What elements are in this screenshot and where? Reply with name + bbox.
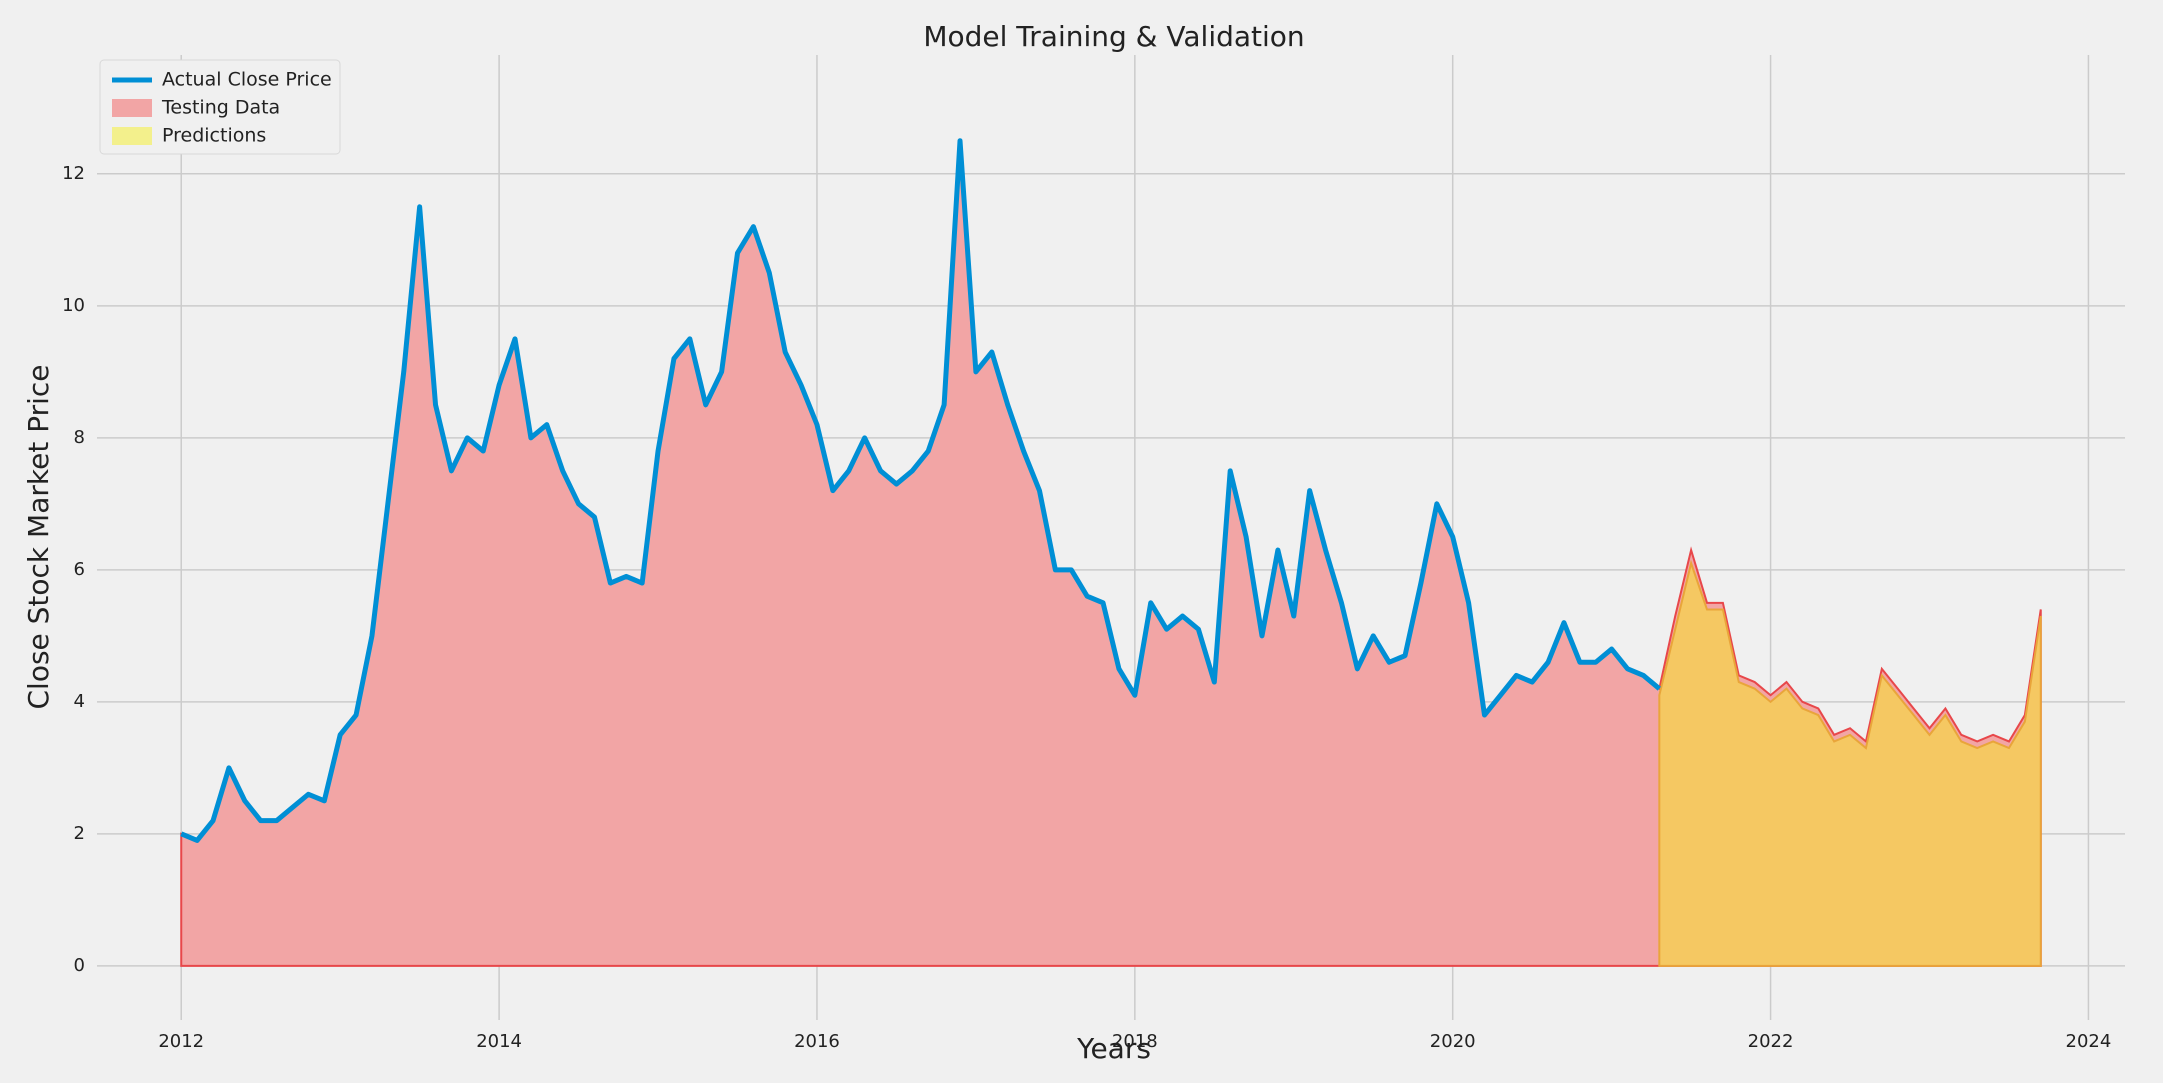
area xyxy=(1658,559,2042,967)
chart-title: Model Training & Validation xyxy=(923,20,1304,53)
legend: Actual Close Price Testing Data Prediction… xyxy=(99,59,341,155)
line xyxy=(180,138,1661,843)
x-tick-label: 2014 xyxy=(476,1031,522,1052)
legend-box xyxy=(99,59,341,155)
plot-area xyxy=(180,138,2042,967)
legend-swatch xyxy=(112,99,152,117)
x-tick-label: 2012 xyxy=(158,1031,204,1052)
x-tick-label: 2016 xyxy=(794,1031,840,1052)
y-tick-label: 4 xyxy=(74,691,85,712)
legend-swatch xyxy=(112,127,152,145)
legend-label: Predictions xyxy=(162,125,266,147)
legend-label: Actual Close Price xyxy=(162,69,332,91)
y-axis-label: Close Stock Market Price xyxy=(22,364,55,709)
y-tick-label: 12 xyxy=(62,163,85,184)
y-tick-label: 0 xyxy=(74,955,85,976)
x-tick-label: 2022 xyxy=(1748,1031,1794,1052)
x-tick-label: 2024 xyxy=(2066,1031,2112,1052)
x-tick-label: 2018 xyxy=(1112,1031,1158,1052)
x-axis-label: Years xyxy=(1076,1032,1151,1065)
y-tick-label: 6 xyxy=(74,559,85,580)
y-tick-label: 10 xyxy=(62,295,85,316)
x-tick-label: 2020 xyxy=(1430,1031,1476,1052)
legend-label: Testing Data xyxy=(161,97,280,119)
y-tick-label: 8 xyxy=(74,427,85,448)
y-tick-label: 2 xyxy=(74,823,85,844)
